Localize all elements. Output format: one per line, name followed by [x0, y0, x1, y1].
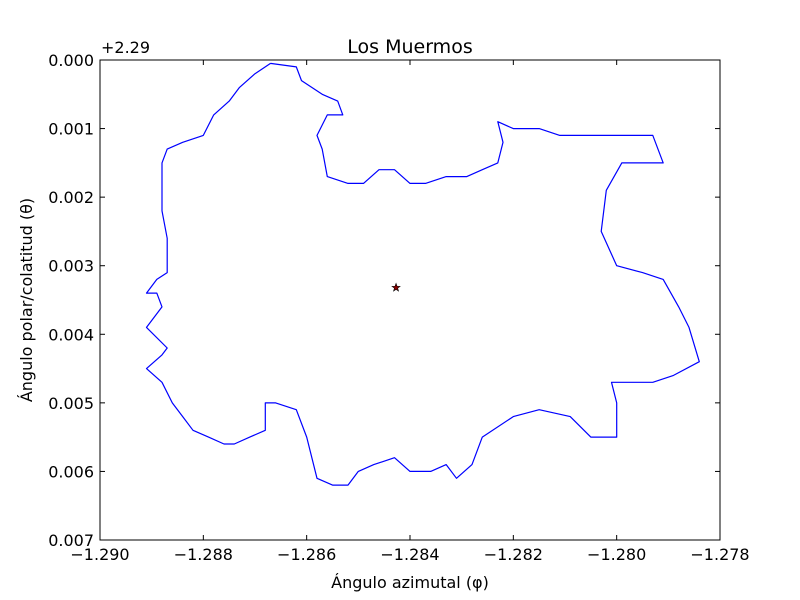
y-tick-label: 0.002 — [48, 188, 94, 207]
y-offset-label: +2.29 — [101, 38, 150, 57]
plot-frame — [99, 59, 721, 541]
chart-title: Los Muermos — [347, 36, 472, 58]
x-tick-label: −1.280 — [587, 545, 646, 564]
x-tick-label: −1.286 — [277, 545, 336, 564]
y-tick-label: 0.004 — [48, 325, 94, 344]
plot-background — [100, 60, 720, 540]
x-tick-label: −1.278 — [690, 545, 749, 564]
y-tick-label: 0.005 — [48, 394, 94, 413]
x-tick-label: −1.288 — [174, 545, 233, 564]
y-tick-label: 0.003 — [48, 257, 94, 276]
y-tick-label: 0.007 — [48, 531, 94, 550]
x-tick-label: −1.282 — [484, 545, 543, 564]
x-axis-label: Ángulo azimutal (φ) — [331, 573, 489, 592]
x-tick-label: −1.290 — [70, 545, 129, 564]
y-tick-label: 0.006 — [48, 462, 94, 481]
centroid-star-marker — [391, 282, 401, 292]
boundary-line — [145, 62, 700, 486]
y-tick-label: 0.000 — [48, 51, 94, 70]
series-layer — [145, 62, 700, 486]
y-axis-label: Ángulo polar/colatitud (θ) — [17, 198, 36, 402]
x-tick-label: −1.284 — [380, 545, 439, 564]
marker-layer — [391, 282, 401, 292]
y-tick-label: 0.001 — [48, 120, 94, 139]
ticks-group: −1.290 −1.288 −1.286 −1.284 −1.282 −1.280 −1.2… — [48, 51, 749, 564]
